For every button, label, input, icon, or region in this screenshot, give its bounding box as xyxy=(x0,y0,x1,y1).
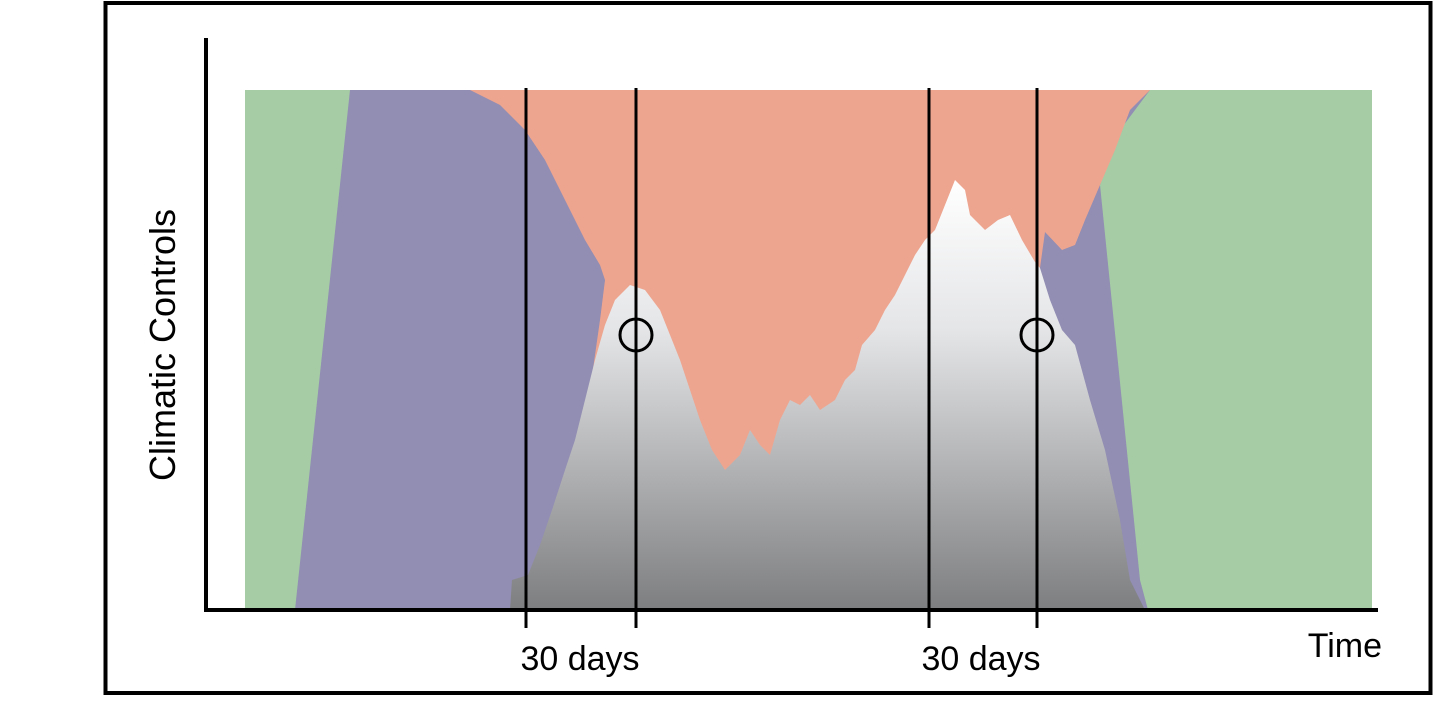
figure-frame xyxy=(103,1,1433,695)
y-axis-label: Climatic Controls xyxy=(142,209,183,481)
circle-marker xyxy=(618,317,654,353)
window-label-1: 30 days xyxy=(520,640,639,678)
gradient-region xyxy=(510,180,1145,610)
x-axis-label: Time xyxy=(1308,627,1382,665)
circle-marker xyxy=(1019,317,1055,353)
window-label-2: 30 days xyxy=(921,640,1040,678)
